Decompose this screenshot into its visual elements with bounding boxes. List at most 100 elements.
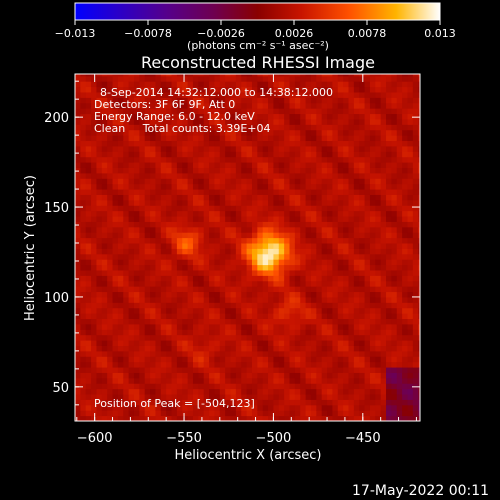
heatmap-cell	[203, 388, 210, 395]
heatmap-cell	[107, 356, 114, 363]
heatmap-cell	[412, 232, 419, 239]
heatmap-cell	[327, 183, 333, 190]
heatmap-cell	[407, 269, 414, 276]
heatmap-cell	[219, 388, 226, 395]
heatmap-cell	[160, 81, 167, 88]
heatmap-cell	[75, 151, 81, 158]
heatmap-cell	[203, 151, 210, 158]
heatmap-cell	[155, 102, 162, 109]
heatmap-cell	[348, 243, 355, 249]
y-tick-label: 100	[44, 291, 69, 306]
heatmap-cell	[166, 329, 173, 336]
heatmap-cell	[235, 307, 242, 314]
heatmap-cell	[80, 75, 87, 82]
heatmap-cell	[144, 129, 151, 136]
heatmap-cell	[85, 151, 92, 158]
heatmap-cell	[262, 377, 269, 384]
heatmap-cell	[348, 307, 355, 314]
heatmap-cell	[257, 264, 264, 271]
heatmap-cell	[198, 243, 205, 249]
heatmap-cell	[128, 318, 135, 325]
heatmap-cell	[386, 415, 392, 421]
heatmap-cell	[209, 361, 215, 368]
heatmap-cell	[353, 135, 360, 142]
heatmap-cell	[300, 156, 307, 163]
heatmap-cell	[278, 124, 285, 131]
heatmap-cell	[203, 313, 210, 320]
heatmap-cell	[85, 313, 92, 320]
heatmap-cell	[85, 269, 92, 276]
heatmap-cell	[268, 404, 274, 411]
heatmap-cell	[407, 108, 414, 115]
heatmap-cell	[187, 189, 194, 195]
heatmap-cell	[305, 189, 312, 195]
heatmap-cell	[144, 226, 151, 233]
heatmap-cell	[219, 189, 226, 195]
heatmap-cell	[182, 280, 189, 287]
heatmap-cell	[369, 81, 376, 88]
heatmap-cell	[150, 280, 156, 287]
heatmap-cell	[386, 113, 392, 120]
heatmap-cell	[166, 205, 173, 212]
heatmap-cell	[300, 97, 307, 104]
heatmap-cell	[160, 329, 167, 336]
heatmap-cell	[225, 183, 232, 190]
heatmap-cell	[310, 243, 317, 249]
heatmap-cell	[386, 259, 392, 266]
heatmap-cell	[139, 372, 146, 379]
heatmap-cell	[80, 118, 87, 125]
heatmap-cell	[101, 307, 108, 314]
heatmap-cell	[316, 108, 323, 115]
heatmap-cell	[348, 340, 355, 346]
heatmap-cell	[321, 410, 328, 417]
heatmap-cell	[192, 264, 199, 271]
heatmap-cell	[310, 199, 317, 206]
heatmap-cell	[407, 264, 414, 271]
heatmap-cell	[117, 340, 124, 346]
heatmap-cell	[278, 356, 285, 363]
heatmap-cell	[112, 86, 119, 93]
heatmap-cell	[359, 345, 366, 352]
heatmap-cell	[96, 178, 103, 185]
heatmap-cell	[128, 313, 135, 320]
heatmap-cell	[166, 178, 173, 185]
heatmap-cell	[91, 356, 97, 363]
heatmap-cell	[101, 275, 108, 282]
heatmap-cell	[407, 74, 414, 77]
heatmap-cell	[257, 296, 264, 303]
heatmap-cell	[187, 280, 194, 287]
heatmap-cell	[187, 145, 194, 152]
heatmap-cell	[96, 410, 103, 417]
heatmap-cell	[91, 280, 97, 287]
heatmap-cell	[257, 367, 264, 373]
heatmap-cell	[369, 275, 376, 282]
heatmap-cell	[150, 135, 156, 142]
heatmap-cell	[289, 329, 296, 336]
heatmap-cell	[166, 313, 173, 320]
heatmap-cell	[391, 189, 398, 195]
heatmap-cell	[214, 280, 221, 287]
x-tick-label: −550	[166, 431, 202, 446]
heatmap-cell	[166, 135, 173, 142]
heatmap-cell	[144, 404, 151, 411]
heatmap-cell	[241, 367, 248, 373]
heatmap-cell	[418, 118, 420, 125]
heatmap-cell	[251, 361, 258, 368]
heatmap-cell	[133, 377, 140, 384]
heatmap-cell	[155, 350, 162, 357]
heatmap-cell	[101, 286, 108, 293]
heatmap-cell	[150, 253, 156, 260]
heatmap-cell	[337, 248, 344, 255]
heatmap-cell	[85, 291, 92, 298]
heatmap-cell	[289, 372, 296, 379]
heatmap-cell	[343, 210, 349, 217]
heatmap-cell	[278, 145, 285, 152]
heatmap-cell	[144, 172, 151, 179]
heatmap-cell	[278, 183, 285, 190]
heatmap-cell	[310, 410, 317, 417]
heatmap-cell	[192, 189, 199, 195]
heatmap-cell	[171, 232, 178, 239]
heatmap-cell	[112, 345, 119, 352]
heatmap-cell	[155, 367, 162, 373]
heatmap-cell	[300, 334, 307, 341]
